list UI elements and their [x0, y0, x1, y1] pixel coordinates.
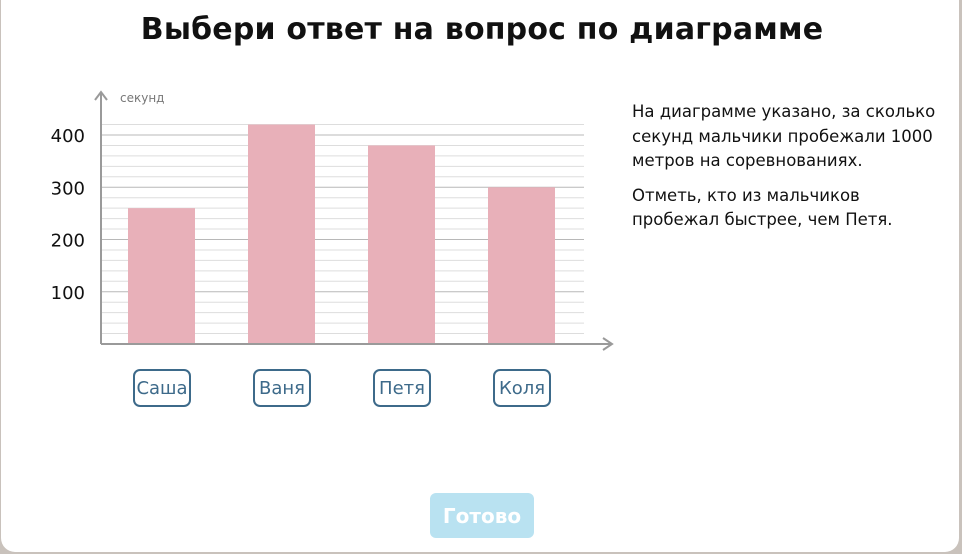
bar-2: [368, 145, 435, 344]
bar-3: [488, 187, 555, 344]
answer-button-vanya[interactable]: Ваня: [253, 369, 311, 407]
y-tick-label: 200: [51, 231, 85, 252]
question-paragraph-1: На диаграмме указано, за сколько секунд …: [632, 102, 936, 170]
y-axis-label: секунд: [120, 91, 164, 105]
x-axis-arrow: [602, 337, 614, 351]
y-tick-label: 400: [51, 126, 85, 147]
answer-options: Саша Ваня Петя Коля: [1, 369, 962, 413]
page-title: Выбери ответ на вопрос по диаграмме: [140, 12, 824, 47]
chart-svg: 100 200 300 400 секунд: [51, 90, 614, 351]
bar-chart: 100 200 300 400 секунд: [41, 85, 621, 360]
y-tick-label: 100: [51, 283, 85, 304]
question-paragraph-2: Отметь, кто из мальчиков пробежал быстре…: [632, 185, 893, 230]
question-text: На диаграмме указано, за сколько секунд …: [632, 100, 942, 243]
answer-button-sasha[interactable]: Саша: [133, 369, 191, 407]
y-axis-arrow: [94, 90, 108, 101]
y-tick-label: 300: [51, 178, 85, 199]
bar-0: [128, 208, 195, 344]
answer-button-kolya[interactable]: Коля: [493, 369, 551, 407]
done-button[interactable]: Готово: [430, 493, 534, 538]
answer-button-petya[interactable]: Петя: [373, 369, 431, 407]
bar-1: [248, 124, 315, 344]
